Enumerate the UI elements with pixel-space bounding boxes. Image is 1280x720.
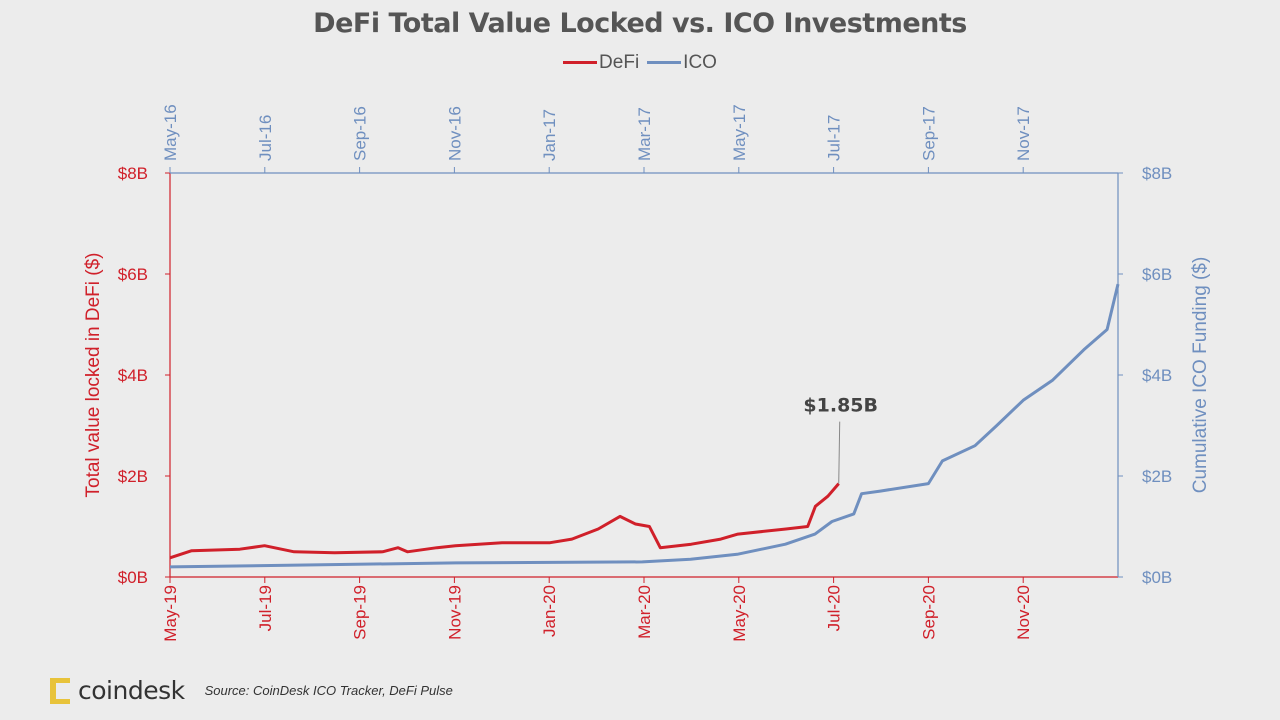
series-line-defi [169,482,840,560]
bottom-tick-label: Nov-19 [445,585,464,640]
coindesk-logo: coindesk [78,676,185,705]
top-tick-label: Jul-17 [825,115,844,161]
right-tick-label: $8B [1142,164,1172,183]
legend-label-defi: DeFi [599,52,640,73]
right-tick-label: $2B [1142,467,1172,486]
top-tick-label: Mar-17 [635,107,654,161]
top-tick-label: Nov-17 [1014,106,1033,161]
bottom-tick-label: May-20 [730,585,749,642]
right-tick-label: $4B [1142,366,1172,385]
top-tick-label: Sep-17 [919,106,938,161]
left-axis-title: Total value locked in DeFi ($) [83,253,104,498]
legend-swatch-ico [647,61,682,65]
top-tick-label: May-17 [730,104,749,161]
left-tick-label: $4B [118,366,148,385]
right-tick-label: $6B [1142,265,1172,284]
bottom-tick-label: Mar-20 [635,585,654,639]
bottom-tick-label: Jan-20 [540,585,559,637]
chart-title: DeFi Total Value Locked vs. ICO Investme… [313,8,967,39]
top-tick-label: Jul-16 [256,115,275,161]
footer: coindesk Source: CoinDesk ICO Tracker, D… [50,676,453,705]
source-note: Source: CoinDesk ICO Tracker, DeFi Pulse [204,683,453,698]
coindesk-logo-icon [50,677,70,704]
bottom-tick-label: Jul-19 [256,585,275,631]
left-tick-label: $6B [118,265,148,284]
legend-item-defi: DeFi [563,52,639,74]
bottom-tick-label: May-19 [161,585,180,642]
bottom-tick-label: Nov-20 [1014,585,1033,640]
left-tick-label: $8B [118,164,148,183]
top-tick-label: Nov-16 [445,106,464,161]
series-line-ico [169,283,1120,569]
top-tick-label: Sep-16 [351,106,370,161]
bottom-tick-label: Sep-20 [919,585,938,640]
right-tick-label: $0B [1142,568,1172,587]
legend-label-ico: ICO [683,52,717,73]
top-tick-label: Jan-17 [540,109,559,161]
top-tick-label: May-16 [161,104,180,161]
left-tick-label: $2B [118,467,148,486]
right-axis-title: Cumulative ICO Funding ($) [1190,257,1211,494]
annotation-leader [838,421,841,484]
legend-swatch-defi [563,61,598,65]
bottom-tick-label: Jul-20 [825,585,844,631]
legend: DeFi ICO [0,52,1280,74]
legend-item-ico: ICO [647,52,717,74]
annotation-label: $1.85B [803,395,878,417]
bottom-tick-label: Sep-19 [351,585,370,640]
left-tick-label: $0B [118,568,148,587]
